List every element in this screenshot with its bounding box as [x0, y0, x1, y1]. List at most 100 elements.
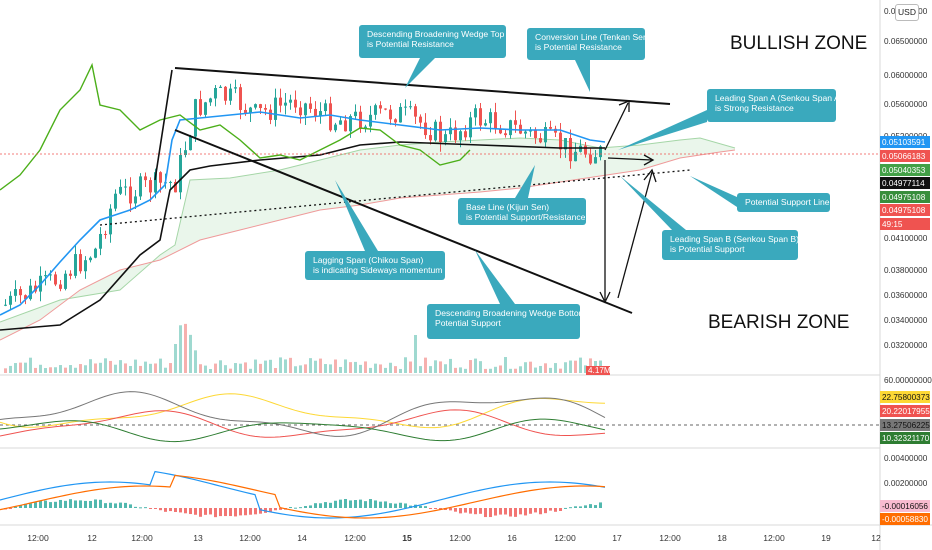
osc-tick-label: 60.00000000	[884, 376, 932, 385]
wedge-left-line	[154, 69, 173, 181]
macd-histogram-bar	[259, 508, 262, 514]
macd-histogram-bar	[454, 508, 457, 512]
volume-bar	[564, 362, 567, 373]
candle-body	[399, 106, 402, 123]
tenkan-line	[0, 111, 606, 316]
macd-histogram-bar	[479, 508, 482, 514]
volume-bar	[149, 363, 152, 373]
price-tag	[880, 218, 930, 230]
macd-histogram-bar	[89, 500, 92, 508]
macd-histogram-bar	[599, 502, 602, 508]
macd-histogram-bar	[254, 508, 257, 515]
candle-body	[459, 131, 462, 141]
projection-up	[604, 102, 629, 151]
currency-button[interactable]: USD	[895, 4, 919, 21]
candle-body	[174, 181, 177, 193]
arrow-head-rebound	[643, 168, 657, 183]
volume-bar	[369, 367, 372, 373]
volume-bar	[314, 360, 317, 373]
volume-bar	[464, 368, 467, 373]
ichimoku-cloud	[0, 137, 736, 341]
macd-histogram-bar	[199, 508, 202, 517]
macd-tag	[880, 500, 930, 512]
macd-histogram-bar	[484, 508, 487, 518]
annotation-callout: Conversion Line (Tenkan Sen)is Potential…	[527, 28, 651, 92]
candle-body	[354, 111, 357, 117]
candle-body	[499, 129, 502, 134]
candle-body	[279, 97, 282, 106]
candle-body	[479, 108, 482, 126]
candle-body	[509, 120, 512, 136]
callout-tail	[618, 110, 707, 150]
macd-histogram-bar	[364, 501, 367, 508]
bearish-zone-label: BEARISH ZONE	[708, 312, 849, 333]
candle-body	[14, 289, 17, 296]
candle-body	[589, 154, 592, 164]
macd-histogram-bar	[309, 505, 312, 508]
candle-body	[129, 186, 132, 204]
candlesticks	[4, 79, 602, 310]
callout-text: Descending Broadening Wedge Top	[367, 29, 505, 39]
candle-body	[514, 120, 517, 125]
macd-histogram-bar	[64, 500, 67, 508]
candle-body	[404, 106, 407, 108]
macd-histogram-bar	[49, 502, 52, 508]
candle-body	[214, 87, 217, 99]
volume-bar	[254, 359, 257, 373]
candle-body	[494, 112, 497, 130]
cloud-fill	[0, 138, 735, 340]
candle-body	[304, 103, 307, 116]
candle-body	[539, 138, 542, 143]
candle-body	[64, 273, 67, 289]
macd-histogram-bar	[9, 508, 12, 509]
time-tick-label: 12:00	[449, 533, 471, 543]
time-tick-label: 12:00	[344, 533, 366, 543]
price-tag	[880, 150, 930, 162]
macd-histogram-bar	[459, 508, 462, 514]
volume-bar	[394, 366, 397, 373]
volume-bar	[9, 365, 12, 373]
candle-body	[294, 99, 297, 108]
macd-histogram-bar	[579, 506, 582, 508]
callout-tail	[620, 176, 686, 230]
macd-tag-label: -0.00058830	[882, 515, 928, 524]
macd-histogram-bar	[219, 508, 222, 517]
macd-histogram-bar	[439, 508, 442, 510]
candle-body	[229, 88, 232, 101]
price-axis: 0.070000000.065000000.060000000.05600000…	[586, 7, 932, 525]
macd-histogram-bar	[29, 503, 32, 508]
macd-histogram-bar	[194, 508, 197, 515]
macd-tag-label: -0.00016056	[882, 502, 928, 511]
price-tag-label: 0.05040353	[882, 166, 926, 175]
candle-body	[49, 274, 52, 276]
callout-text: is indicating Sideways momentum	[313, 265, 442, 275]
macd-histogram-bar	[169, 508, 172, 512]
chikou-line	[0, 62, 471, 191]
volume-bar	[354, 361, 357, 373]
osc-tag-label: 10.32321170	[882, 434, 930, 443]
time-tick-label: 15	[402, 533, 412, 543]
candle-body	[154, 172, 157, 193]
callout-text: Leading Span A (Senkou Span A)	[715, 93, 843, 103]
candle-body	[474, 108, 477, 118]
callout-box	[707, 89, 836, 122]
osc-line-green	[0, 418, 606, 443]
volume-bar	[329, 364, 332, 373]
volume-bar	[439, 361, 442, 373]
macd-tick-label: 0.00200000	[884, 479, 928, 488]
callout-text: Potential Support	[435, 318, 502, 328]
candle-body	[544, 127, 547, 143]
candle-body	[44, 275, 47, 277]
projection-right	[607, 157, 653, 161]
macd-histogram-bar	[209, 508, 212, 515]
candle-body	[209, 98, 212, 103]
volume-bar	[424, 357, 427, 373]
macd-histogram-bar	[514, 508, 517, 517]
volume-bar	[514, 368, 517, 373]
macd-histogram-bar	[324, 502, 327, 508]
macd-histogram-bar	[19, 505, 22, 508]
price-tag-label: 0.05066183	[882, 152, 926, 161]
osc-tag	[880, 419, 930, 431]
macd-histogram-bar	[399, 502, 402, 508]
